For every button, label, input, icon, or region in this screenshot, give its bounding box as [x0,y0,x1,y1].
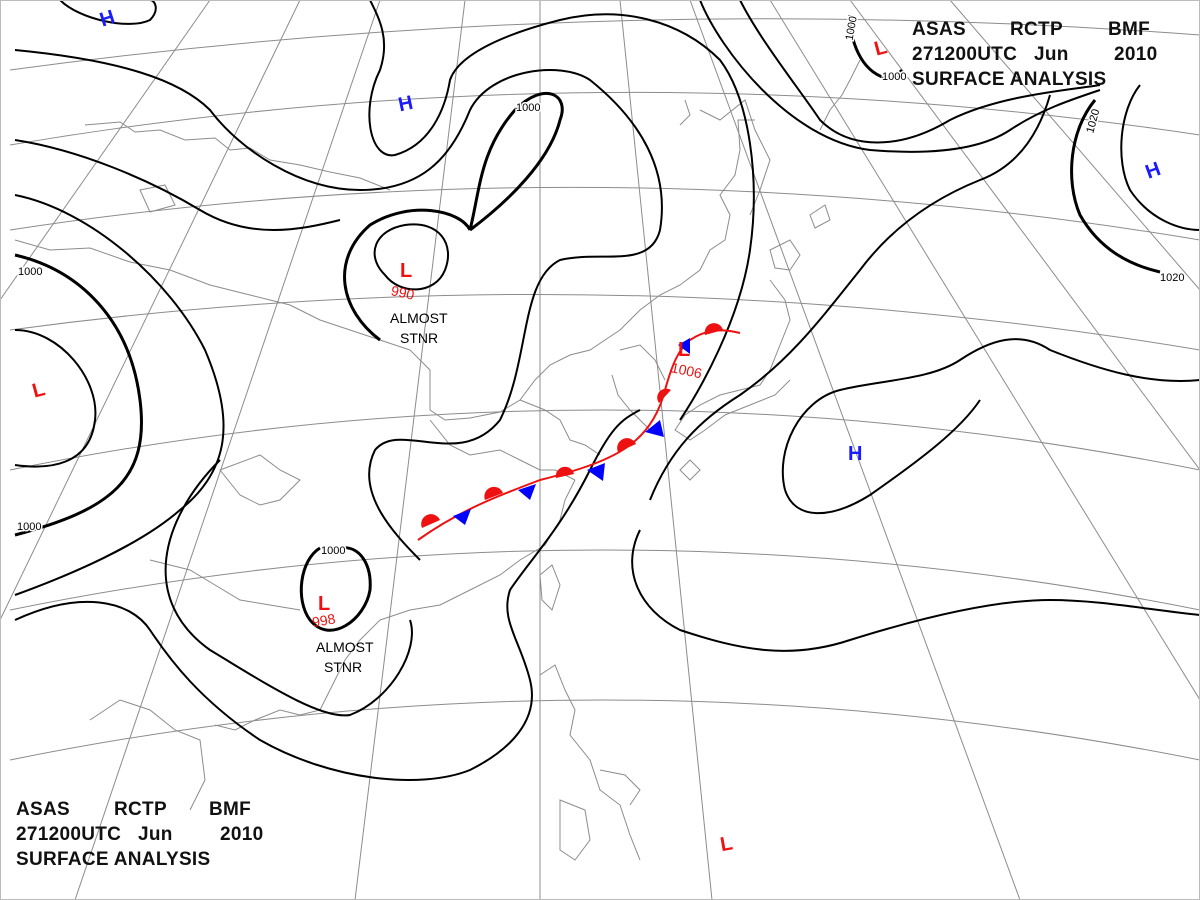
warm-front-mark [421,514,440,528]
header-agency-code: ASAS [16,799,70,820]
isobar [14,329,97,468]
low-center-symbol: L [678,339,690,361]
cold-front-triangles [453,338,690,525]
low-south-pressure: 998 [311,610,337,630]
warm-front-mark [617,438,636,452]
cold-front-mark [453,509,471,525]
isobar [781,338,1200,491]
low-center-symbol: L [30,378,47,402]
warm-front-mark [484,486,503,500]
isobar-label: 1000 [516,102,540,114]
isobar [373,223,450,291]
header-station: RCTP [1010,19,1063,40]
isobar [848,14,904,80]
header-source: BMF [209,799,252,820]
isobar [739,0,1101,144]
isobar [14,253,143,537]
isobar-label: 1000 [844,15,860,41]
isobar [343,208,472,342]
header-month: Jun [1034,44,1069,65]
isobar-label: 1020 [1160,272,1184,284]
note-almost: ALMOST [316,639,374,655]
isobar-label: 1000 [18,266,42,278]
isobar-label: 1000 [321,545,345,557]
isobar [14,194,225,596]
cold-front-mark [678,338,690,354]
isobar-value-labels: 1000 1000 1000 1000 1000 1000 1020 1020 [16,14,1186,559]
isobar-label: 1000 [17,521,41,533]
high-center-symbol: H [97,6,118,31]
stationary-front-line [417,329,741,541]
isobar [468,91,564,232]
isobar [59,0,157,25]
header-agency-code: ASAS [912,19,966,40]
note-almost: ALMOST [390,310,448,326]
warm-front-mark [555,466,574,478]
isobar [1070,99,1161,274]
front-system [417,323,741,541]
isobar [14,49,663,561]
chart-header-top: ASAS RCTP BMF 271200UTC Jun 2010 SURFACE ANA… [912,17,1157,92]
isobar [14,139,341,231]
low-front-pressure: 1006 [670,359,704,381]
header-year: 2010 [220,824,264,845]
isobar [631,529,1200,652]
warm-front-mark [704,323,723,335]
high-center-symbol: H [1143,158,1164,184]
isobar [14,469,591,781]
header-product-title: SURFACE ANALYSIS [16,849,211,870]
center-pressure-values: 990 998 1006 [311,282,704,630]
isobar [368,0,755,421]
center-notes: ALMOST STNR ALMOST STNR [316,310,448,675]
cold-front-mark [518,484,536,500]
header-source: BMF [1108,19,1151,40]
header-year: 2010 [1114,44,1158,65]
isobars [14,0,1200,781]
header-valid-time: 271200UTC [16,824,122,845]
warm-front-semicircles [421,323,723,528]
isobar [164,459,413,717]
note-stnr: STNR [324,659,362,675]
isobar [784,399,981,515]
header-station: RCTP [114,799,167,820]
pressure-centers: H H H H L L L L L L [30,6,1164,856]
cold-front-mark [587,463,605,481]
low-north-pressure: 990 [390,282,416,303]
isobar [589,409,641,471]
low-center-symbol: L [719,832,735,856]
cold-front-mark [645,420,664,437]
high-center-symbol: H [848,443,862,465]
header-month: Jun [138,824,173,845]
coastlines [14,59,861,861]
low-center-symbol: L [318,593,330,615]
note-stnr: STNR [400,330,438,346]
low-center-symbol: L [400,260,412,282]
chart-header-bottom: ASAS RCTP BMF 271200UTC Jun 2010 SURFACE ANA… [16,797,263,872]
isobar-label: 1000 [882,71,906,83]
isobar [1120,84,1200,231]
isobar [299,546,372,632]
header-product-title: SURFACE ANALYSIS [912,69,1107,90]
low-center-symbol: L [872,36,889,60]
warm-front-mark [657,388,671,403]
high-center-symbol: H [396,92,415,117]
isobar [699,0,1101,153]
isobar [649,94,1051,501]
header-valid-time: 271200UTC [912,44,1018,65]
